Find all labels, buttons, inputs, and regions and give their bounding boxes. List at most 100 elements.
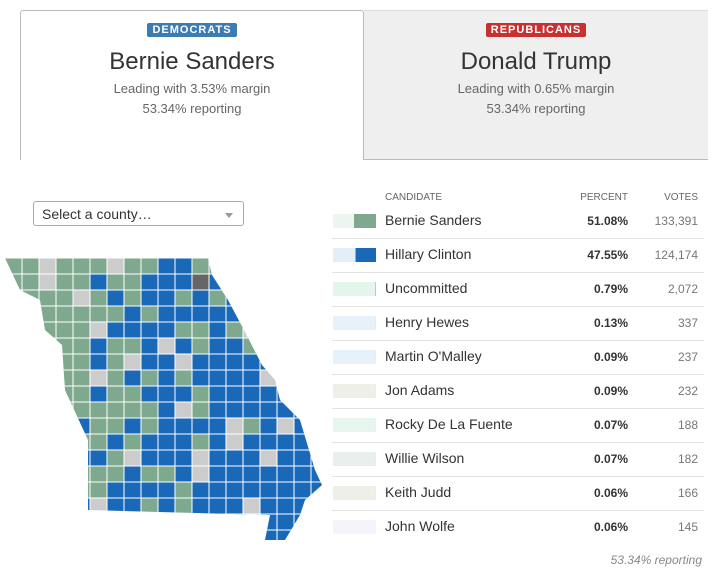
county[interactable] — [191, 305, 210, 323]
county[interactable] — [21, 481, 40, 499]
county[interactable] — [140, 258, 159, 275]
county[interactable] — [106, 497, 125, 515]
county[interactable] — [191, 465, 210, 483]
county[interactable] — [157, 337, 176, 355]
county[interactable] — [310, 417, 328, 435]
county[interactable] — [310, 353, 328, 371]
county[interactable] — [276, 258, 295, 275]
county[interactable] — [72, 273, 91, 291]
county[interactable] — [5, 258, 23, 275]
county[interactable] — [174, 401, 193, 419]
county[interactable] — [191, 513, 210, 531]
county[interactable] — [55, 401, 74, 419]
county[interactable] — [276, 465, 295, 483]
county[interactable] — [310, 289, 328, 307]
county[interactable] — [21, 385, 40, 403]
county[interactable] — [259, 337, 278, 355]
county[interactable] — [89, 305, 108, 323]
county[interactable] — [157, 289, 176, 307]
county[interactable] — [174, 449, 193, 467]
county[interactable] — [38, 433, 57, 451]
county[interactable] — [191, 321, 210, 339]
county[interactable] — [123, 465, 142, 483]
county[interactable] — [38, 417, 57, 435]
county[interactable] — [72, 481, 91, 499]
county[interactable] — [174, 481, 193, 499]
county[interactable] — [5, 273, 23, 291]
county[interactable] — [174, 497, 193, 515]
county[interactable] — [106, 465, 125, 483]
county[interactable] — [106, 481, 125, 499]
county[interactable] — [89, 337, 108, 355]
county[interactable] — [72, 417, 91, 435]
county[interactable] — [21, 369, 40, 387]
county[interactable] — [276, 497, 295, 515]
county[interactable] — [259, 353, 278, 371]
county[interactable] — [276, 337, 295, 355]
county[interactable] — [89, 449, 108, 467]
county[interactable] — [5, 513, 23, 531]
county[interactable] — [310, 337, 328, 355]
county[interactable] — [191, 481, 210, 499]
county[interactable] — [89, 321, 108, 339]
county[interactable] — [140, 513, 159, 531]
county[interactable] — [140, 465, 159, 483]
county[interactable] — [72, 497, 91, 515]
county[interactable] — [293, 273, 312, 291]
county[interactable] — [5, 433, 23, 451]
county[interactable] — [21, 497, 40, 515]
county[interactable] — [89, 433, 108, 451]
county[interactable] — [276, 385, 295, 403]
county[interactable] — [21, 449, 40, 467]
county[interactable] — [21, 258, 40, 275]
county[interactable] — [5, 497, 23, 515]
county[interactable] — [21, 433, 40, 451]
county[interactable] — [157, 385, 176, 403]
county[interactable] — [89, 417, 108, 435]
county[interactable] — [191, 401, 210, 419]
county[interactable] — [72, 369, 91, 387]
county[interactable] — [38, 465, 57, 483]
county[interactable] — [208, 417, 227, 435]
county[interactable] — [140, 353, 159, 371]
county-select[interactable]: Select a county… — [33, 201, 244, 226]
county[interactable] — [106, 417, 125, 435]
county[interactable] — [21, 401, 40, 419]
county[interactable] — [293, 401, 312, 419]
county[interactable] — [38, 385, 57, 403]
county[interactable] — [276, 321, 295, 339]
county[interactable] — [89, 529, 108, 545]
county[interactable] — [208, 481, 227, 499]
county[interactable] — [242, 481, 261, 499]
county[interactable] — [5, 401, 23, 419]
county[interactable] — [72, 385, 91, 403]
county[interactable] — [72, 401, 91, 419]
county[interactable] — [259, 385, 278, 403]
county[interactable] — [310, 481, 328, 499]
county[interactable] — [55, 529, 74, 545]
county[interactable] — [72, 529, 91, 545]
county[interactable] — [225, 401, 244, 419]
county[interactable] — [123, 369, 142, 387]
county[interactable] — [174, 465, 193, 483]
county[interactable] — [123, 513, 142, 531]
county[interactable] — [242, 417, 261, 435]
county[interactable] — [242, 449, 261, 467]
county[interactable] — [38, 481, 57, 499]
county[interactable] — [157, 321, 176, 339]
county[interactable] — [310, 273, 328, 291]
county[interactable] — [5, 289, 23, 307]
county[interactable] — [106, 289, 125, 307]
county[interactable] — [174, 353, 193, 371]
county[interactable] — [174, 513, 193, 531]
county[interactable] — [293, 529, 312, 545]
county[interactable] — [242, 529, 261, 545]
county[interactable] — [106, 369, 125, 387]
county[interactable] — [72, 258, 91, 275]
county[interactable] — [38, 273, 57, 291]
county[interactable] — [259, 369, 278, 387]
county[interactable] — [276, 273, 295, 291]
county[interactable] — [242, 513, 261, 531]
county[interactable] — [310, 321, 328, 339]
county[interactable] — [157, 401, 176, 419]
